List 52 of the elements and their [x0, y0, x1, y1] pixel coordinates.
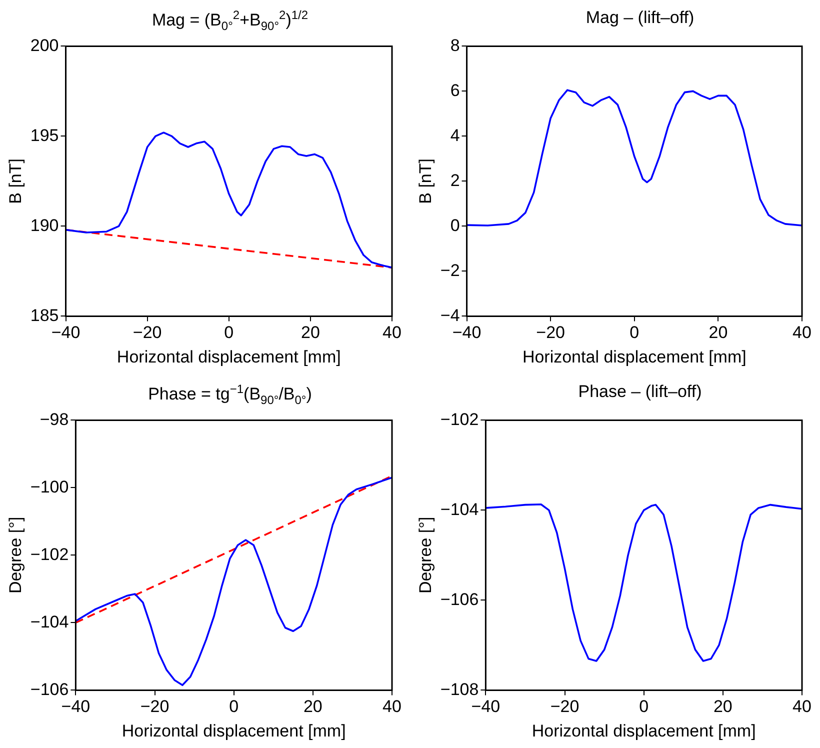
- x-tick-label: −40: [61, 697, 90, 716]
- y-axis-title: Degree [°]: [416, 516, 435, 594]
- y-axis-title: B [nT]: [416, 158, 435, 204]
- x-tick-label: 0: [229, 697, 239, 716]
- x-tick-label: −20: [536, 323, 566, 342]
- x-tick-label: −20: [140, 697, 170, 716]
- x-axis-title: Horizontal displacement [mm]: [522, 347, 746, 366]
- y-tick-label: 6: [450, 80, 460, 100]
- x-axis-title: Horizontal displacement [mm]: [122, 721, 346, 740]
- x-tick-label: 0: [639, 697, 649, 716]
- x-tick-label: −40: [471, 697, 500, 716]
- x-tick-label: −20: [132, 323, 162, 342]
- x-tick-label: 40: [792, 697, 812, 716]
- x-tick-label: 40: [382, 697, 402, 716]
- x-tick-label: 20: [300, 323, 320, 342]
- chart-title: Phase – (lift–off): [577, 381, 703, 403]
- y-tick-label: 190: [30, 216, 59, 235]
- chart-title: Mag – (lift–off): [584, 7, 696, 29]
- y-tick-label: −100: [30, 477, 69, 496]
- x-tick-label: 0: [630, 323, 640, 342]
- x-tick-label: 0: [224, 323, 234, 342]
- y-tick-label: −2: [440, 260, 460, 280]
- y-tick-label: −104: [30, 612, 69, 632]
- y-tick-label: −102: [30, 544, 69, 564]
- chart-title: Mag = (B$_{0°}$$^{2}$+B$_{90°}$$^{2}$)$^{1/2}$: [150, 7, 310, 34]
- x-tick-label: 20: [708, 323, 728, 342]
- x-tick-label: 40: [792, 323, 812, 342]
- x-tick-label: 20: [303, 697, 322, 716]
- y-tick-label: 2: [450, 170, 460, 190]
- y-tick-label: −104: [440, 500, 479, 519]
- y-tick-label: 185: [30, 306, 59, 325]
- x-axis-title: Horizontal displacement [mm]: [116, 347, 341, 366]
- y-tick-label: 195: [30, 126, 59, 145]
- y-axis-title: Degree [°]: [6, 516, 25, 594]
- x-tick-label: 40: [382, 323, 402, 342]
- y-tick-label: 4: [450, 126, 460, 145]
- y-tick-label: −98: [40, 410, 69, 429]
- y-tick-label: −106: [30, 680, 69, 699]
- y-tick-label: −108: [440, 680, 479, 699]
- chart-title: Phase = tg$^{−1}$(B$_{90°}$/B$_{0°}$): [147, 381, 313, 408]
- y-tick-label: 8: [450, 36, 460, 55]
- x-axis-title: Horizontal displacement [mm]: [532, 721, 756, 740]
- x-tick-label: 20: [713, 697, 732, 716]
- x-tick-label: −20: [550, 697, 580, 716]
- y-tick-label: −106: [440, 590, 479, 609]
- y-tick-label: −4: [440, 306, 460, 325]
- y-tick-label: 0: [450, 216, 460, 235]
- y-axis-title: B [nT]: [6, 158, 25, 204]
- y-tick-label: −102: [440, 410, 479, 429]
- x-tick-label: −40: [51, 323, 80, 342]
- y-tick-label: 200: [30, 36, 59, 55]
- x-tick-label: −40: [452, 323, 482, 342]
